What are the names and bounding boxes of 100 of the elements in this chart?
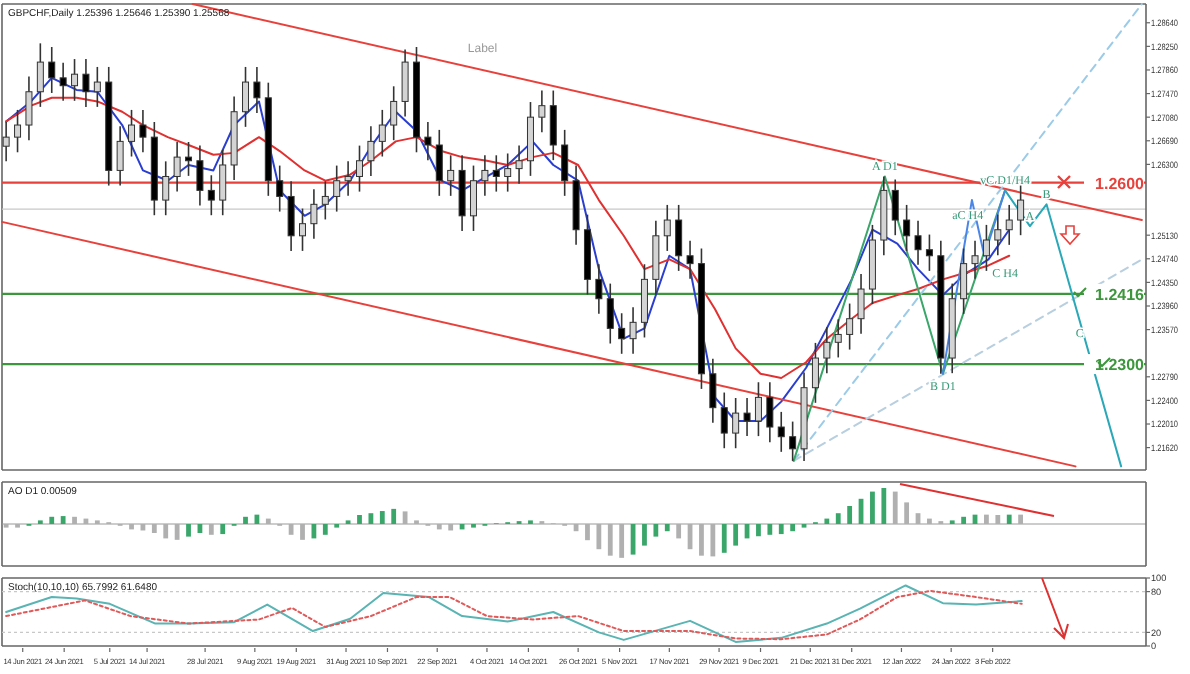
candlestick xyxy=(367,125,375,177)
bar xyxy=(790,524,796,532)
candlestick xyxy=(185,141,193,177)
ref-line-label: 1.2600 xyxy=(1095,174,1146,193)
candlestick xyxy=(481,154,489,197)
bar xyxy=(72,516,77,524)
bar xyxy=(870,491,875,524)
bar xyxy=(778,524,784,535)
bar xyxy=(653,524,659,537)
candlestick xyxy=(504,152,512,193)
bar xyxy=(892,491,898,524)
candlestick xyxy=(595,263,603,315)
candlestick xyxy=(994,213,1002,256)
candlestick xyxy=(276,164,284,213)
candlestick xyxy=(2,121,10,163)
candlestick xyxy=(36,42,44,108)
candlestick xyxy=(618,312,626,355)
bar xyxy=(243,516,248,524)
candlestick xyxy=(492,154,500,193)
candlestick xyxy=(971,239,979,280)
bar xyxy=(927,518,932,524)
bar xyxy=(607,524,613,556)
bar xyxy=(664,524,670,532)
candlestick xyxy=(207,174,215,217)
candlestick xyxy=(287,180,295,252)
candlestick xyxy=(82,58,90,108)
bar xyxy=(984,514,989,524)
candlestick xyxy=(515,144,523,185)
bar xyxy=(300,524,305,540)
candlestick xyxy=(640,263,648,339)
bar xyxy=(585,524,590,541)
ref-line-label: 1.2300 xyxy=(1095,356,1146,375)
candlestick xyxy=(720,391,728,450)
bar xyxy=(357,515,362,524)
bar xyxy=(151,524,157,533)
candlestick xyxy=(59,61,67,102)
bar xyxy=(1018,514,1024,524)
candlestick xyxy=(675,204,683,272)
candlestick xyxy=(48,46,56,94)
candlestick xyxy=(891,178,899,236)
candlestick xyxy=(447,154,455,197)
candlestick xyxy=(811,342,819,404)
candlestick xyxy=(743,397,751,437)
bar xyxy=(847,506,853,524)
bar xyxy=(368,513,374,524)
bar xyxy=(904,502,910,524)
candlestick xyxy=(139,109,147,154)
candlestick xyxy=(71,58,79,102)
candlestick xyxy=(458,154,466,232)
candlestick xyxy=(834,318,842,359)
candlestick xyxy=(561,129,569,197)
bar xyxy=(163,524,169,539)
ref-line-label: 1.2416 xyxy=(1095,285,1146,304)
candlestick xyxy=(903,204,911,252)
candlestick xyxy=(424,121,432,161)
candlestick xyxy=(606,282,614,345)
candlestick xyxy=(253,66,261,114)
bar xyxy=(60,516,66,524)
bar xyxy=(699,524,704,556)
candlestick xyxy=(435,129,443,197)
candlestick xyxy=(356,144,363,193)
bar xyxy=(995,515,1001,524)
bar xyxy=(220,524,226,535)
candlestick xyxy=(777,411,785,453)
bar xyxy=(596,524,602,550)
bar xyxy=(824,518,830,524)
bar xyxy=(676,524,682,539)
bar xyxy=(49,516,55,524)
bar xyxy=(642,524,647,546)
bar xyxy=(710,524,716,557)
bar xyxy=(733,524,739,546)
candlestick xyxy=(378,109,386,158)
candlestick xyxy=(196,144,204,207)
candlestick xyxy=(549,89,557,161)
candlestick xyxy=(128,109,136,158)
candlestick xyxy=(914,219,922,266)
bar xyxy=(961,516,967,524)
candlestick xyxy=(925,233,933,272)
candlestick xyxy=(14,109,22,154)
candlestick xyxy=(538,89,546,134)
candlestick xyxy=(173,141,181,193)
bar xyxy=(448,524,454,531)
bar xyxy=(391,508,397,524)
candlestick xyxy=(732,397,740,450)
candlestick xyxy=(766,381,774,443)
bar xyxy=(619,524,625,558)
candlestick xyxy=(629,306,637,355)
bar xyxy=(379,511,385,524)
candlestick xyxy=(390,85,398,141)
bar xyxy=(208,524,214,535)
bar xyxy=(436,524,442,530)
candlestick xyxy=(754,381,762,437)
candlestick xyxy=(846,302,854,351)
candlestick xyxy=(982,224,990,272)
candlestick xyxy=(823,326,831,374)
candlestick xyxy=(789,420,797,462)
bar xyxy=(721,524,727,553)
candlestick xyxy=(686,239,694,280)
candlestick xyxy=(242,66,250,128)
bar xyxy=(767,524,773,535)
